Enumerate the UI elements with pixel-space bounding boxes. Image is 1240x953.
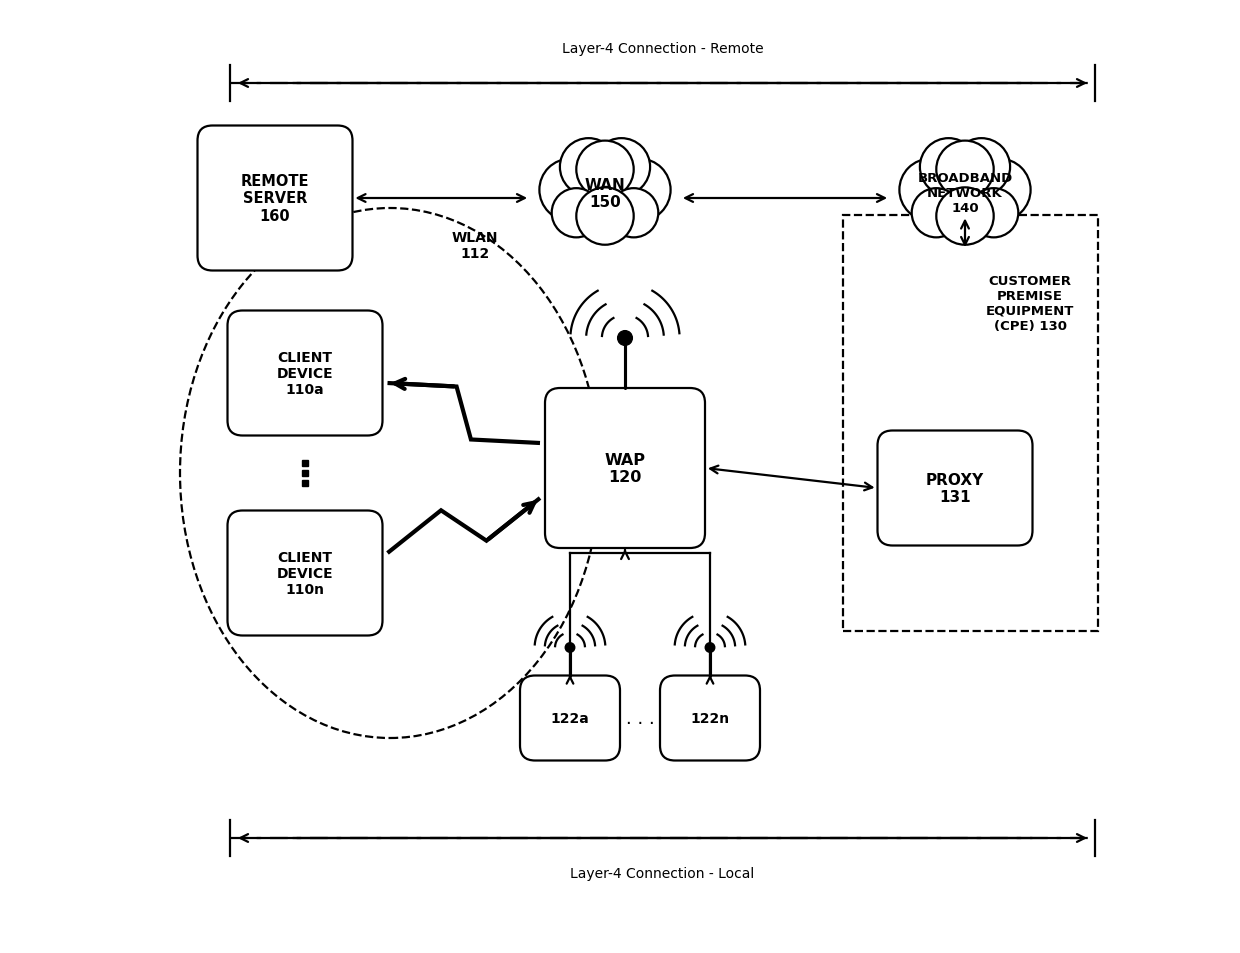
Circle shape <box>952 139 1011 196</box>
Text: CUSTOMER
PREMISE
EQUIPMENT
(CPE) 130: CUSTOMER PREMISE EQUIPMENT (CPE) 130 <box>986 274 1074 333</box>
Circle shape <box>968 159 1030 222</box>
Circle shape <box>563 156 647 241</box>
Circle shape <box>593 139 650 196</box>
Circle shape <box>552 189 601 238</box>
Circle shape <box>923 156 1008 241</box>
Circle shape <box>577 141 634 199</box>
Text: BROADBAND
NETWORK
140: BROADBAND NETWORK 140 <box>918 172 1013 215</box>
Circle shape <box>911 189 961 238</box>
FancyBboxPatch shape <box>197 127 352 272</box>
FancyBboxPatch shape <box>660 676 760 760</box>
Text: Layer-4 Connection - Local: Layer-4 Connection - Local <box>570 866 755 880</box>
Text: 122n: 122n <box>691 711 729 725</box>
Circle shape <box>618 332 632 346</box>
Circle shape <box>560 139 618 196</box>
FancyBboxPatch shape <box>520 676 620 760</box>
Text: CLIENT
DEVICE
110n: CLIENT DEVICE 110n <box>277 550 334 597</box>
FancyBboxPatch shape <box>227 312 382 436</box>
Text: REMOTE
SERVER
160: REMOTE SERVER 160 <box>241 173 309 224</box>
Text: WLAN
112: WLAN 112 <box>451 231 498 261</box>
Circle shape <box>577 188 634 246</box>
Circle shape <box>609 189 658 238</box>
Text: CLIENT
DEVICE
110a: CLIENT DEVICE 110a <box>277 351 334 396</box>
Circle shape <box>899 159 962 222</box>
Text: 122a: 122a <box>551 711 589 725</box>
FancyBboxPatch shape <box>227 511 382 636</box>
FancyBboxPatch shape <box>878 431 1033 546</box>
Circle shape <box>920 139 977 196</box>
Circle shape <box>565 643 575 653</box>
FancyBboxPatch shape <box>546 389 706 548</box>
Bar <box>842 216 1097 631</box>
Circle shape <box>539 159 601 222</box>
Circle shape <box>609 159 671 222</box>
Circle shape <box>706 643 714 653</box>
Circle shape <box>970 189 1018 238</box>
Text: Layer-4 Connection - Remote: Layer-4 Connection - Remote <box>562 42 764 56</box>
Text: WAP
120: WAP 120 <box>605 453 646 485</box>
Circle shape <box>936 141 993 199</box>
Text: PROXY
131: PROXY 131 <box>926 473 985 505</box>
Text: . . .: . . . <box>626 709 655 727</box>
Text: WAN
150: WAN 150 <box>584 177 625 210</box>
Circle shape <box>936 188 993 246</box>
